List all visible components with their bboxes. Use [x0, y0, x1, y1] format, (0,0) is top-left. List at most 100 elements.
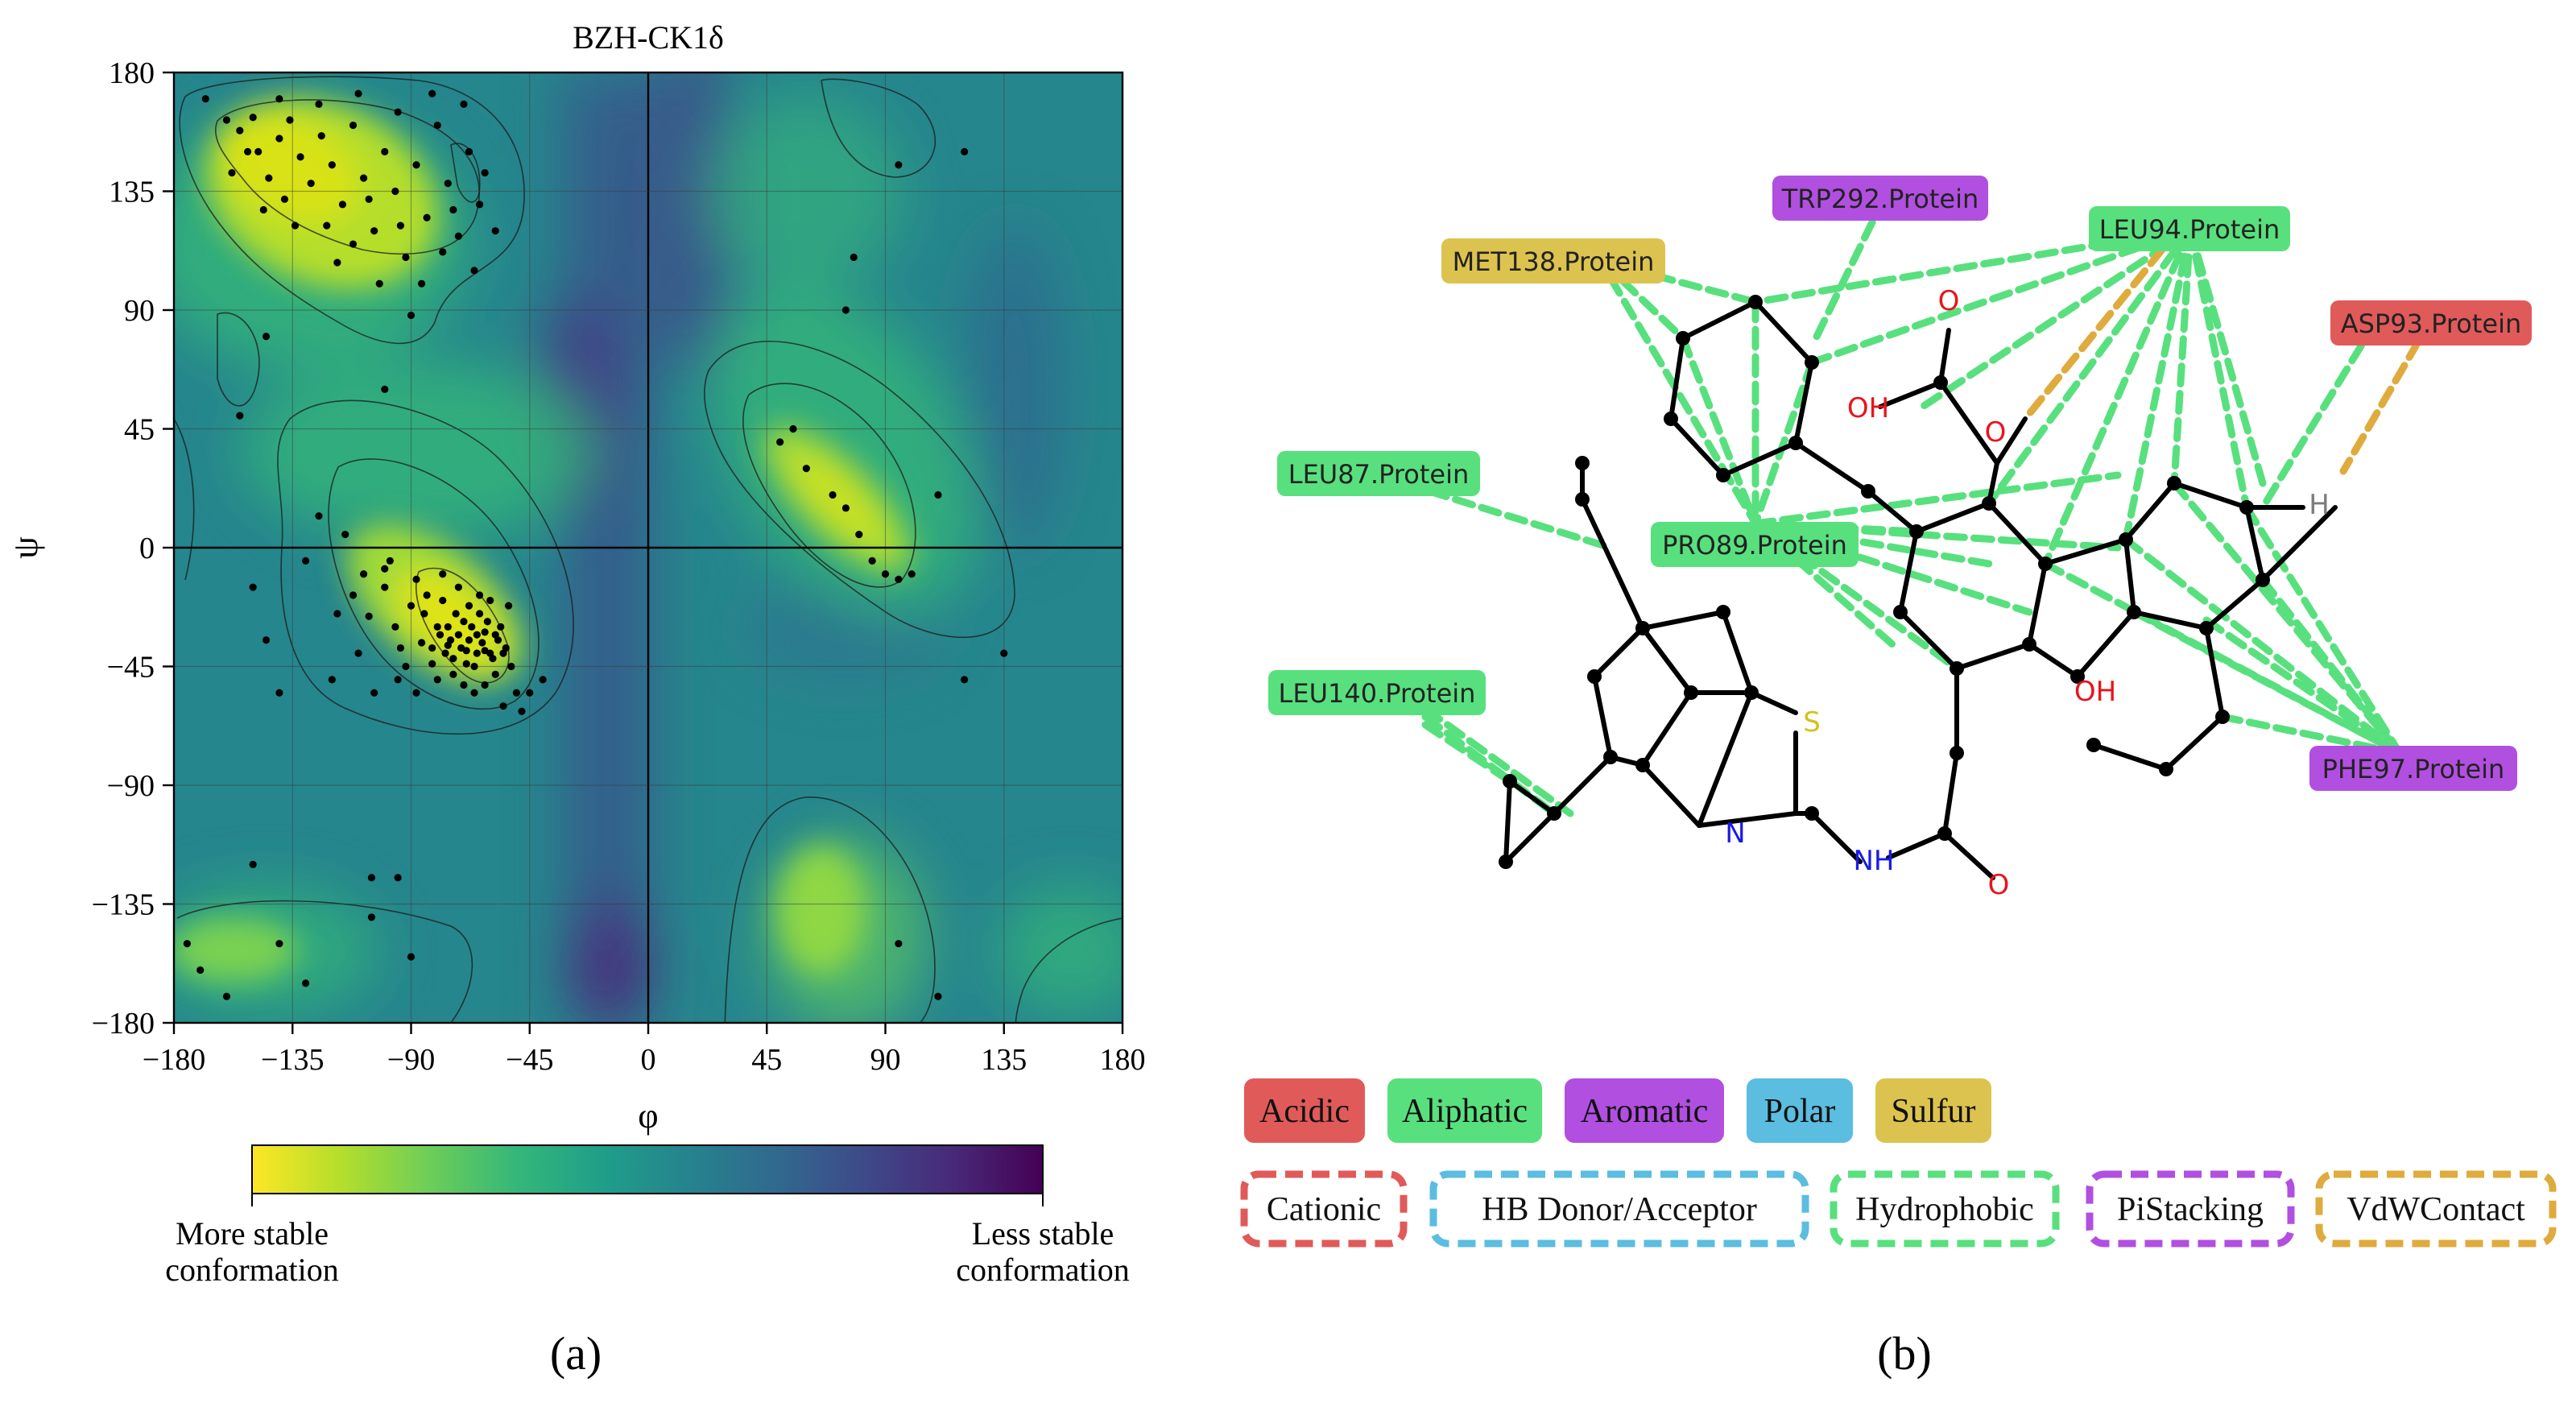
data-point [449, 670, 457, 678]
data-point [349, 591, 358, 599]
data-point [433, 623, 441, 631]
data-point [296, 153, 304, 161]
y-tick-label: 0 [139, 532, 155, 565]
data-point [275, 134, 283, 143]
data-point [465, 602, 473, 610]
legend-type-acidic: Acidic [1244, 1078, 1365, 1143]
data-point [934, 490, 942, 499]
data-point [483, 618, 491, 626]
data-point [895, 161, 903, 169]
atom-oh-acid: OH [1847, 392, 1889, 424]
data-point [454, 583, 463, 591]
atom-h: H [2309, 489, 2330, 521]
molecule-atoms [1499, 295, 2270, 869]
data-point [428, 89, 436, 97]
plot-title: BZH-CK1δ [573, 19, 724, 56]
data-point [228, 168, 236, 177]
data-point [183, 940, 191, 948]
data-point [391, 623, 399, 631]
legend-interaction-pistacking: PiStacking [2086, 1170, 2295, 1248]
data-point [249, 114, 257, 122]
svg-text:TRP292.Protein: TRP292.Protein [1781, 184, 1979, 214]
data-point [868, 557, 876, 565]
data-point [249, 583, 257, 591]
data-point [367, 874, 376, 882]
data-point [323, 221, 331, 230]
data-point [478, 639, 486, 647]
data-point [462, 647, 470, 655]
data-point [244, 147, 252, 155]
data-point [452, 610, 460, 618]
colorbar-left-label-line1: More stable [176, 1215, 329, 1252]
svg-text:Hydrophobic: Hydrophobic [1855, 1191, 2034, 1228]
data-point [449, 205, 457, 214]
data-point [291, 221, 300, 230]
data-point [539, 676, 547, 684]
data-point [491, 227, 499, 235]
data-point [465, 147, 473, 155]
legend-interaction-hydrophobic: Hydrophobic [1830, 1170, 2060, 1248]
data-point [407, 602, 416, 610]
svg-text:LEU87.Protein: LEU87.Protein [1288, 459, 1470, 490]
molecule-bonds [1503, 299, 2338, 880]
data-point [481, 628, 489, 636]
residue-labels: TRP292.Protein LEU94.Protein MET138.Prot… [1268, 176, 2532, 791]
data-point [338, 201, 347, 209]
data-point [850, 253, 858, 262]
data-point [317, 132, 325, 140]
atom-o-top: O [1938, 285, 1960, 317]
svg-text:PRO89.Protein: PRO89.Protein [1662, 530, 1847, 561]
data-point [386, 557, 394, 565]
data-point [367, 913, 376, 921]
data-point [881, 570, 890, 578]
data-point [365, 612, 373, 620]
data-point [841, 504, 850, 512]
data-point [365, 195, 373, 203]
data-point [1000, 649, 1008, 657]
data-point [460, 681, 468, 689]
data-point [262, 636, 271, 644]
data-point [417, 639, 426, 647]
data-point [428, 660, 436, 668]
data-point [473, 649, 481, 657]
data-point [470, 662, 478, 671]
data-point [236, 412, 244, 420]
data-point [280, 195, 289, 203]
data-point [439, 596, 447, 605]
data-point [895, 940, 903, 948]
scatter-points [183, 89, 1008, 1000]
data-point [333, 259, 341, 267]
legend-type-aliphatic: Aliphatic [1387, 1078, 1542, 1143]
data-point [370, 227, 378, 235]
residue-leu94: LEU94.Protein [2089, 206, 2290, 251]
data-point [396, 643, 405, 652]
legend-type-polar: Polar [1747, 1078, 1853, 1143]
data-point [381, 385, 389, 393]
data-point [402, 253, 410, 262]
x-tick-label: −180 [143, 1043, 205, 1077]
atom-oh-ring: OH [2074, 676, 2116, 708]
data-point [394, 108, 402, 116]
data-point [460, 100, 468, 108]
y-tick-label: 135 [109, 176, 155, 209]
data-point [333, 610, 341, 618]
x-axis-label: φ [638, 1096, 658, 1136]
data-point [829, 490, 837, 499]
data-point [396, 221, 405, 230]
data-point [518, 707, 526, 715]
data-point [444, 623, 452, 631]
svg-text:Sulfur: Sulfur [1892, 1093, 1976, 1130]
data-point [423, 591, 431, 599]
svg-text:PHE97.Protein: PHE97.Protein [2322, 754, 2505, 784]
data-point [802, 465, 810, 473]
data-point [381, 583, 389, 591]
data-point [489, 655, 497, 663]
y-tick-label: 90 [124, 294, 155, 328]
data-point [360, 570, 368, 578]
data-point [439, 570, 447, 578]
y-tick-label: −45 [107, 651, 155, 685]
data-point [470, 689, 478, 697]
y-tick-label: 45 [124, 413, 155, 447]
data-point [236, 126, 244, 134]
data-point [961, 147, 969, 155]
